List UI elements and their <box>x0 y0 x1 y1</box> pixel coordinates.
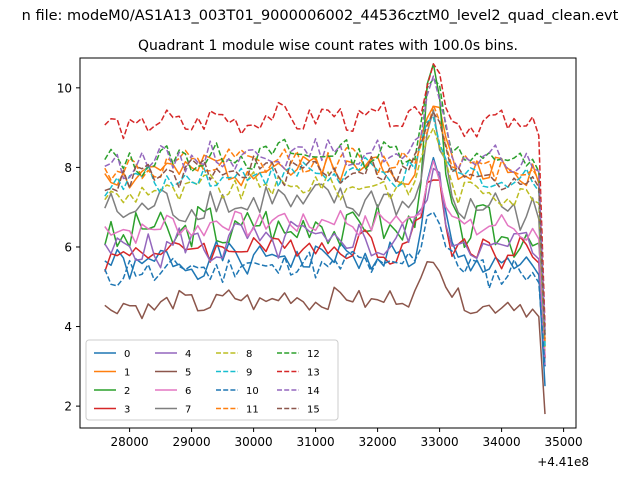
series-line-1 <box>104 105 546 343</box>
legend-label-9: 9 <box>246 367 252 378</box>
legend-label-14: 14 <box>307 386 320 397</box>
chart-title: Quadrant 1 module wise count rates with … <box>138 38 518 54</box>
x-tick-label: 31000 <box>297 435 335 449</box>
legend-box <box>85 339 339 421</box>
legend-label-4: 4 <box>185 349 191 360</box>
x-tick-label: 34000 <box>483 435 521 449</box>
legend-label-0: 0 <box>124 349 130 360</box>
x-tick-label: 29000 <box>173 435 211 449</box>
legend-label-12: 12 <box>307 349 320 360</box>
series-layer <box>104 63 546 415</box>
legend-label-5: 5 <box>185 367 191 378</box>
y-tick-label: 4 <box>64 320 72 334</box>
series-line-13 <box>104 63 546 327</box>
legend-label-2: 2 <box>124 386 130 397</box>
x-tick-label: 32000 <box>359 435 397 449</box>
figure-suptitle: n file: modeM0/AS1A13_003T01_9000006002_… <box>22 8 619 24</box>
legend-label-11: 11 <box>246 404 259 415</box>
x-axis-offset-label: +4.41e8 <box>537 455 589 469</box>
legend-label-15: 15 <box>307 404 320 415</box>
y-tick-label: 10 <box>57 81 72 95</box>
series-line-6 <box>104 159 546 355</box>
axes-frame <box>79 57 577 429</box>
series-line-15 <box>104 111 546 339</box>
series-line-7 <box>104 109 546 347</box>
x-tick-label: 35000 <box>545 435 583 449</box>
series-line-10 <box>104 211 546 367</box>
legend-label-6: 6 <box>185 386 191 397</box>
series-line-5 <box>104 260 546 415</box>
y-tick-label: 8 <box>64 161 72 175</box>
y-tick-label: 6 <box>64 240 72 254</box>
legend-label-3: 3 <box>124 404 130 415</box>
legend-label-8: 8 <box>246 349 252 360</box>
ticks-layer: 28000 29000 30000 31000 32000 33000 34000 35000… <box>57 81 583 449</box>
legend-label-1: 1 <box>124 367 130 378</box>
x-tick-label: 33000 <box>421 435 459 449</box>
legend-label-7: 7 <box>185 404 191 415</box>
x-tick-label: 30000 <box>235 435 273 449</box>
series-line-11 <box>104 104 546 343</box>
series-line-8 <box>104 127 546 351</box>
series-line-14 <box>104 75 546 335</box>
legend-label-10: 10 <box>246 386 259 397</box>
series-line-3 <box>104 179 546 359</box>
y-tick-label: 2 <box>64 400 72 414</box>
legend-label-13: 13 <box>307 367 320 378</box>
x-tick-label: 28000 <box>111 435 149 449</box>
series-line-12 <box>104 78 546 335</box>
